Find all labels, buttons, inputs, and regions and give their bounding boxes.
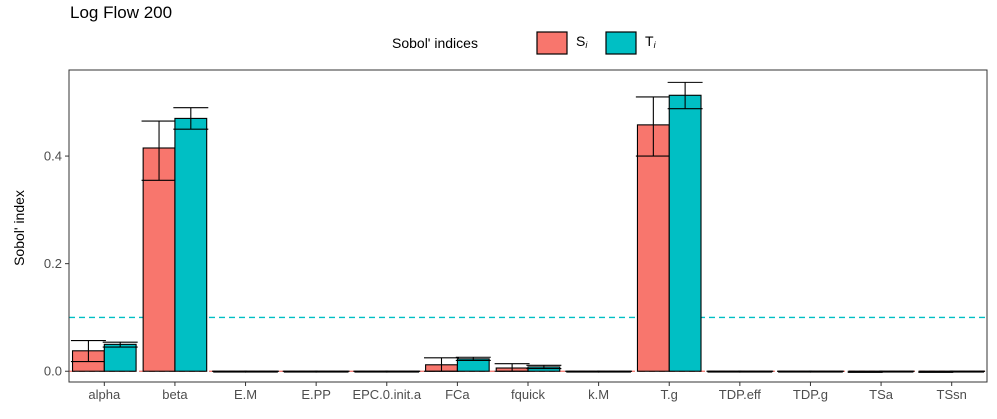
legend-label-t: Ti	[645, 33, 657, 50]
chart-title: Log Flow 200	[70, 3, 172, 22]
x-tick-label-TSa: TSa	[869, 387, 894, 402]
x-tick-label-TDP.g: TDP.g	[793, 387, 828, 402]
x-tick-label-E.M: E.M	[234, 387, 257, 402]
legend-label-s-sub: i	[585, 40, 588, 50]
x-tick-label-FCa: FCa	[445, 387, 470, 402]
legend-label-t-sub: i	[654, 40, 657, 50]
bar-T_i-T.g	[668, 94, 702, 372]
y-tick-label-2: 0.4	[44, 149, 62, 164]
x-tick-label-fquick: fquick	[511, 387, 545, 402]
bar-S_i-T.g	[636, 124, 670, 372]
legend-label-s: Si	[576, 33, 588, 50]
legend-label-s-main: S	[576, 33, 585, 49]
bar-T_i-beta	[174, 117, 208, 372]
x-tick-label-TSsn: TSsn	[937, 387, 967, 402]
x-tick-label-T.g: T.g	[661, 387, 678, 402]
legend-title: Sobol' indices	[392, 35, 478, 51]
x-tick-label-alpha: alpha	[88, 387, 121, 402]
x-tick-label-beta: beta	[162, 387, 188, 402]
y-tick-label-1: 0.2	[44, 256, 62, 271]
x-tick-label-EPC.0.init.a: EPC.0.init.a	[352, 387, 421, 402]
legend: Sobol' indices Si Ti	[392, 31, 657, 55]
y-axis-title: Sobol' index	[11, 190, 27, 266]
bar-T_i-alpha	[103, 343, 137, 372]
bar-S_i-beta	[142, 147, 176, 372]
legend-label-t-main: T	[645, 33, 654, 49]
x-tick-label-k.M: k.M	[588, 387, 609, 402]
plot-area: 0.0 0.2 0.4 alpha beta E.M E.PP EPC.0.init.a FCa…	[44, 69, 988, 402]
legend-key-s	[536, 31, 568, 55]
x-tick-label-TDP.eff: TDP.eff	[719, 387, 762, 402]
x-tick-label-E.PP: E.PP	[301, 387, 331, 402]
legend-key-t	[605, 31, 637, 55]
y-tick-label-0: 0.0	[44, 364, 62, 379]
